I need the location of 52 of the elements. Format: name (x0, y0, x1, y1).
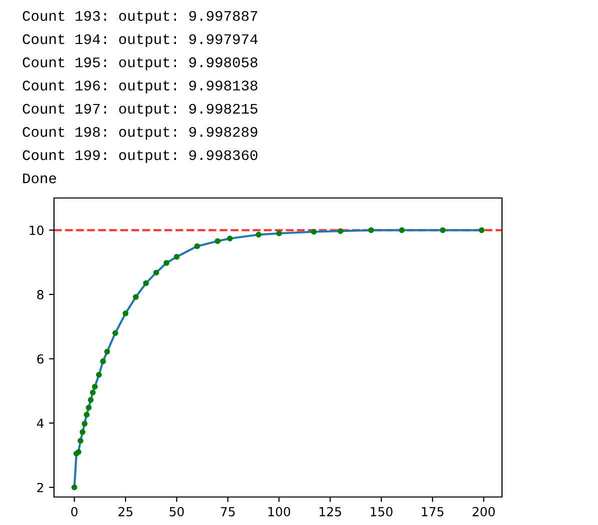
text: Done (23, 174, 56, 184)
point (92, 384, 98, 390)
point (100, 358, 106, 364)
x-tick-label: 150 (370, 506, 392, 516)
y-tick-label: 10 (30, 226, 44, 236)
x-tick-label: 200 (472, 506, 495, 516)
text: Count 194: output: 9.997974 (22, 34, 258, 47)
point (153, 270, 160, 276)
point (310, 228, 317, 235)
point (96, 372, 102, 378)
point (276, 230, 282, 236)
point (80, 429, 86, 435)
point (478, 227, 485, 234)
point (174, 254, 180, 260)
point (143, 280, 149, 286)
point (398, 227, 405, 234)
point (164, 260, 170, 266)
point (227, 236, 233, 242)
text: Count 196: output: 9.998138 (22, 80, 258, 94)
x-tick-label: 50 (170, 506, 184, 516)
point (104, 348, 110, 355)
text: Count 193: output: 9.997887 (22, 11, 258, 24)
point (214, 238, 221, 244)
point (132, 294, 139, 300)
point (112, 330, 118, 336)
point (368, 227, 374, 234)
point (122, 310, 128, 316)
x-tick-label: 100 (268, 506, 290, 516)
point (88, 397, 94, 403)
x-tick-label: 75 (220, 507, 235, 516)
point (86, 404, 92, 411)
x-tick-label: 25 (118, 506, 132, 516)
x-tick-label: 175 (422, 507, 444, 516)
text: Count 198: output: 9.998289 (22, 127, 258, 140)
text: Count 195: output: 9.998058 (22, 57, 258, 70)
point (90, 390, 96, 396)
x-tick-label: 0 (71, 506, 78, 516)
point (338, 228, 344, 234)
point (194, 243, 200, 250)
point (82, 420, 88, 427)
point (84, 412, 90, 418)
x-tick-label: 125 (320, 506, 342, 516)
y-tick-label: 2 (37, 482, 44, 492)
point (256, 232, 262, 238)
y-tick-label: 4 (36, 418, 44, 428)
y-tick-label: 8 (37, 290, 44, 300)
text: Count 199: output: 9.998360 (22, 150, 258, 163)
point (440, 227, 446, 234)
point (78, 438, 84, 444)
point (71, 484, 78, 490)
y-tick-label: 6 (37, 354, 44, 364)
text: Count 197: output: 9.998215 (22, 104, 258, 117)
